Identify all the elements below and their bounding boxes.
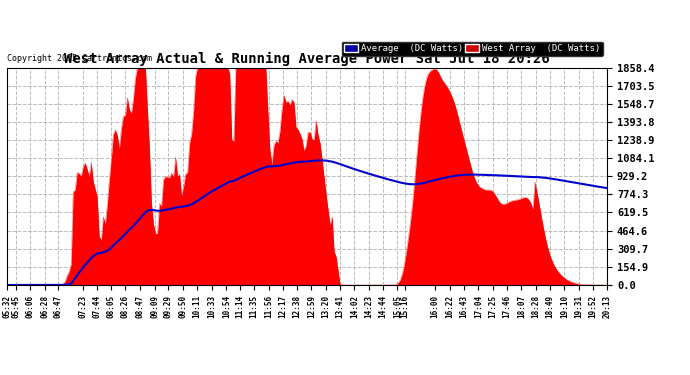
Title: West Array Actual & Running Average Power Sat Jul 18 20:26: West Array Actual & Running Average Powe… <box>64 52 550 66</box>
Legend: Average  (DC Watts), West Array  (DC Watts): Average (DC Watts), West Array (DC Watts… <box>342 42 602 56</box>
Text: Copyright 2015 Cartronics.com: Copyright 2015 Cartronics.com <box>7 54 152 63</box>
